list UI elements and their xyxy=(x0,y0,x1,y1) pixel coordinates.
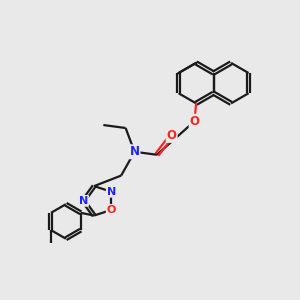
Text: N: N xyxy=(107,187,116,197)
Text: N: N xyxy=(130,145,140,158)
Text: O: O xyxy=(190,115,200,128)
Text: O: O xyxy=(107,205,116,215)
Text: O: O xyxy=(167,129,177,142)
Text: N: N xyxy=(79,196,88,206)
